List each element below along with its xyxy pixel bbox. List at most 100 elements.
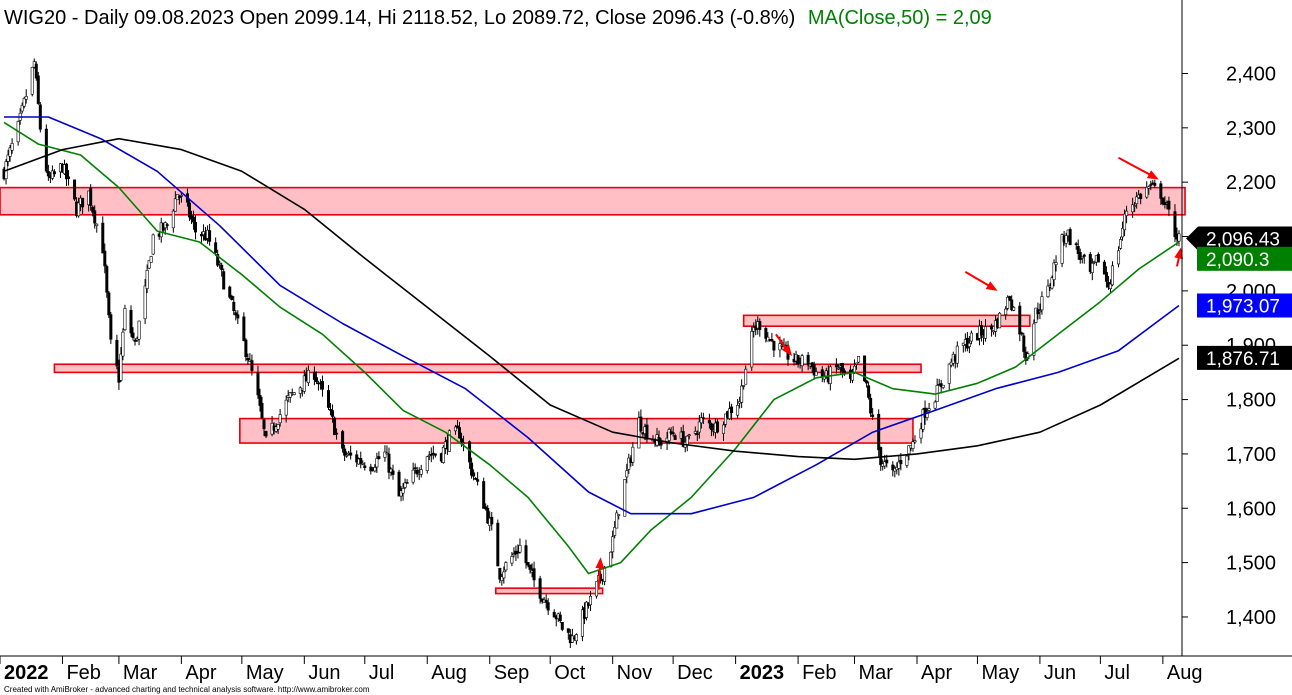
price-bar-127 xyxy=(359,451,363,469)
price-bar-386 xyxy=(1090,258,1094,281)
bar-body-209 xyxy=(588,595,592,606)
price-bar-59 xyxy=(165,222,169,231)
bar-body-176 xyxy=(498,567,502,580)
x-month-label-14: Mar xyxy=(859,662,894,684)
price-bar-381 xyxy=(1076,239,1080,260)
price-bar-178 xyxy=(502,566,506,584)
price-bar-50 xyxy=(143,279,147,324)
bar-body-396 xyxy=(1119,239,1123,249)
price-bar-362 xyxy=(1022,332,1026,358)
price-bar-149 xyxy=(419,464,423,478)
bar-body-260 xyxy=(736,405,740,416)
price-bar-270 xyxy=(764,325,768,343)
bar-body-50 xyxy=(143,285,147,320)
price-bar-417 xyxy=(1177,230,1181,247)
bar-body-282 xyxy=(796,354,800,365)
price-tag-bg-1 xyxy=(1197,246,1292,271)
bar-body-311 xyxy=(879,447,883,466)
bar-body-354 xyxy=(998,312,1002,329)
price-bar-60 xyxy=(171,209,175,233)
bar-body-104 xyxy=(292,392,296,396)
bar-body-121 xyxy=(343,448,347,456)
bar-body-187 xyxy=(528,564,532,570)
price-bar-251 xyxy=(709,422,713,437)
bar-body-335 xyxy=(947,363,951,384)
price-bar-9 xyxy=(24,89,28,104)
bar-body-204 xyxy=(574,634,578,642)
price-bar-19 xyxy=(52,169,56,177)
bar-body-373 xyxy=(1052,262,1056,281)
bar-body-366 xyxy=(1034,307,1038,323)
svg-text:WIG20 - Daily 09.08.2023 Open: WIG20 - Daily 09.08.2023 Open 2099.14, H… xyxy=(4,7,992,29)
bar-body-195 xyxy=(552,611,556,618)
price-bar-125 xyxy=(355,450,359,467)
price-bar-256 xyxy=(724,413,728,428)
price-bar-401 xyxy=(1133,201,1137,213)
bar-body-31 xyxy=(89,188,93,206)
price-bar-318 xyxy=(897,455,901,476)
price-bar-194 xyxy=(546,598,550,616)
price-bar-10 xyxy=(30,66,34,97)
bar-body-243 xyxy=(685,435,689,446)
bar-body-269 xyxy=(758,321,762,330)
price-bar-296 xyxy=(836,364,840,370)
bar-body-198 xyxy=(558,614,562,621)
price-bar-120 xyxy=(341,429,345,453)
bar-body-189 xyxy=(532,568,536,581)
price-bar-354 xyxy=(998,312,1002,329)
price-bar-226 xyxy=(639,409,643,433)
bar-body-401 xyxy=(1133,205,1137,207)
zone-0 xyxy=(0,186,1186,216)
y-axis: 1,4001,5001,6001,7001,8001,9002,0002,100… xyxy=(1182,63,1276,629)
price-bar-263 xyxy=(742,385,746,390)
price-bar-204 xyxy=(574,633,578,645)
bar-body-125 xyxy=(355,454,359,463)
bar-body-154 xyxy=(433,453,437,456)
bar-body-370 xyxy=(1046,285,1050,297)
price-bar-200 xyxy=(566,628,570,640)
x-month-label-17: Jun xyxy=(1044,662,1076,684)
bar-body-133 xyxy=(375,458,379,468)
price-bar-87 xyxy=(246,353,250,365)
price-bar-27 xyxy=(77,197,81,218)
bar-body-324 xyxy=(913,440,917,443)
price-bar-315 xyxy=(891,461,895,477)
bar-body-389 xyxy=(1096,254,1100,263)
price-bar-129 xyxy=(363,462,367,471)
price-bar-320 xyxy=(905,455,909,468)
arrow-head-0 xyxy=(1146,170,1159,180)
price-bar-54 xyxy=(151,233,155,256)
price-bar-3 xyxy=(8,145,12,162)
bar-body-64 xyxy=(179,195,183,197)
bar-body-319 xyxy=(899,459,903,465)
bar-body-199 xyxy=(560,622,564,630)
bar-body-274 xyxy=(772,340,776,351)
price-bar-379 xyxy=(1068,227,1072,246)
price-bar-184 xyxy=(518,538,522,554)
price-bar-45 xyxy=(129,305,133,337)
price-bar-250 xyxy=(707,413,711,429)
price-bar-102 xyxy=(288,392,292,403)
price-bar-107 xyxy=(302,369,306,394)
bar-body-217 xyxy=(613,527,617,536)
price-bar-374 xyxy=(1054,255,1058,272)
bar-body-42 xyxy=(119,353,123,381)
bar-body-251 xyxy=(709,423,713,430)
bar-body-78 xyxy=(220,264,224,270)
price-bar-145 xyxy=(411,462,415,485)
price-bar-356 xyxy=(1006,295,1010,311)
bar-body-49 xyxy=(137,320,141,340)
moving-averages xyxy=(3,116,1180,575)
price-bar-405 xyxy=(1145,181,1149,199)
bar-body-149 xyxy=(419,469,423,475)
bar-body-13 xyxy=(36,75,40,104)
bar-body-80 xyxy=(228,286,232,298)
bar-body-161 xyxy=(455,425,459,429)
bar-body-147 xyxy=(415,469,419,475)
bar-body-68 xyxy=(191,216,195,223)
price-bar-258 xyxy=(728,401,732,420)
bar-body-91 xyxy=(258,395,262,406)
bar-body-4 xyxy=(10,143,14,151)
bar-body-66 xyxy=(187,202,191,218)
price-bar-209 xyxy=(588,591,592,611)
